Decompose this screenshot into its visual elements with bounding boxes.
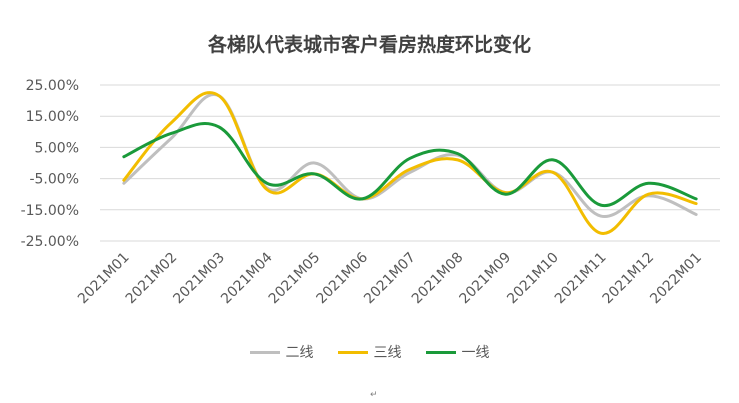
series-line-一线 bbox=[122, 122, 698, 207]
legend-item: 三线 bbox=[337, 342, 402, 362]
y-tick-label: 5.00% bbox=[35, 140, 79, 156]
series-line-二线 bbox=[122, 93, 698, 218]
legend-label: 三线 bbox=[373, 345, 402, 361]
y-tick-label: -25.00% bbox=[21, 234, 79, 250]
legend-label: 二线 bbox=[285, 345, 314, 361]
chart-title: 各梯队代表城市客户看房热度环比变化 bbox=[207, 34, 531, 56]
legend-swatch bbox=[337, 350, 368, 354]
y-tick-label: 15.00% bbox=[26, 109, 79, 125]
legend-item: 一线 bbox=[425, 342, 490, 362]
y-tick-label: -5.00% bbox=[29, 172, 79, 188]
legend-label: 一线 bbox=[461, 345, 490, 361]
legend-swatch bbox=[249, 350, 280, 354]
y-tick-label: 25.00% bbox=[26, 78, 79, 94]
paragraph-mark: ↵ bbox=[370, 390, 378, 400]
legend-swatch bbox=[425, 350, 456, 354]
legend: 二线 三线 一线 bbox=[0, 342, 739, 362]
series-line-三线 bbox=[122, 91, 698, 235]
y-tick-label: -15.00% bbox=[21, 203, 79, 219]
legend-item: 二线 bbox=[249, 342, 314, 362]
x-tick-label: 2022M01 bbox=[647, 250, 705, 308]
